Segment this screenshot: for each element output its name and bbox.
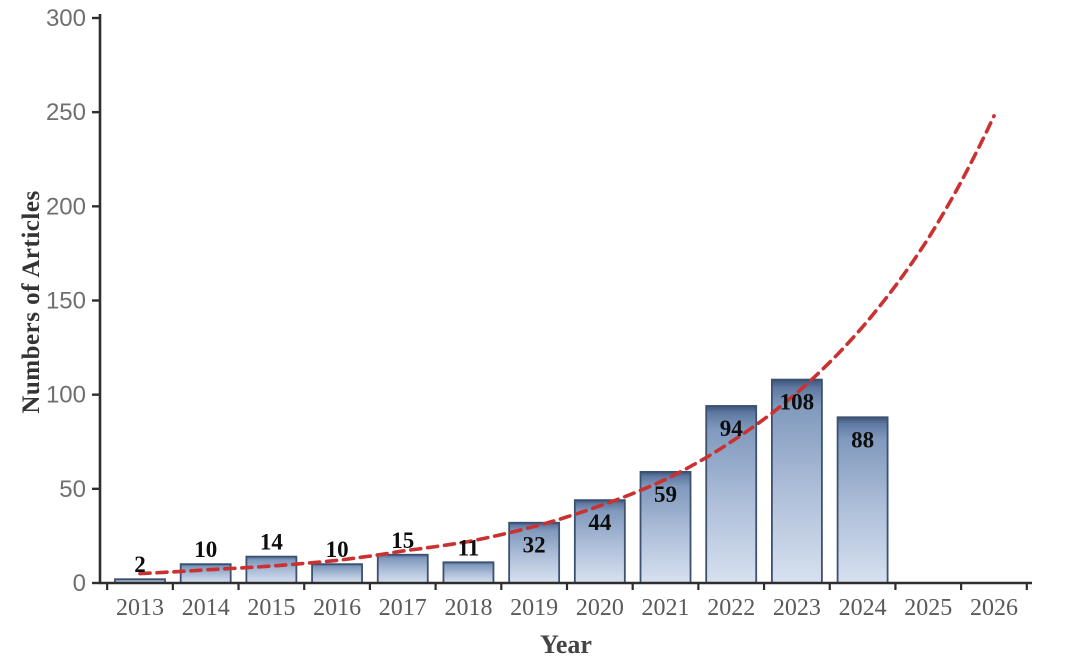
x-tick-label: 2019 <box>510 595 558 621</box>
x-tick-label: 2021 <box>642 595 690 621</box>
x-tick-label: 2024 <box>839 595 887 621</box>
y-tick-label: 100 <box>46 382 86 409</box>
x-tick-label: 2025 <box>904 595 952 621</box>
bar-2024 <box>836 416 889 584</box>
bar-2022 <box>705 405 758 584</box>
x-tick-label: 2014 <box>182 595 230 621</box>
bar-value-label: 94 <box>720 416 744 441</box>
bar-2023 <box>771 378 823 584</box>
x-tick-label: 2017 <box>379 595 427 621</box>
bar-2018 <box>442 561 495 584</box>
x-tick-label: 2026 <box>970 595 1018 621</box>
bar-value-label: 2 <box>134 552 146 577</box>
bar-value-label: 32 <box>523 533 546 558</box>
x-tick-label: 2022 <box>707 595 755 621</box>
bar-value-label: 59 <box>654 482 677 507</box>
bar-value-label: 10 <box>326 537 349 562</box>
bar-value-label: 88 <box>851 427 874 452</box>
y-tick-label: 0 <box>73 570 86 597</box>
bar-value-label: 15 <box>391 528 414 553</box>
y-axis-title: Numbers of Articles <box>18 190 45 414</box>
x-axis-title: Year <box>540 630 592 659</box>
x-tick-label: 2018 <box>444 595 492 621</box>
x-tick-label: 2020 <box>576 595 624 621</box>
y-tick-label: 200 <box>46 193 86 220</box>
y-tick-label: 250 <box>46 99 86 126</box>
bar-2014 <box>179 563 232 584</box>
x-tick-label: 2013 <box>116 595 164 621</box>
y-tick-label: 150 <box>46 288 86 315</box>
y-tick-label: 50 <box>59 476 86 503</box>
bar-2019 <box>508 521 561 584</box>
x-tick-label: 2023 <box>773 595 821 621</box>
bar-2021 <box>639 470 692 584</box>
trend-line <box>138 114 996 576</box>
x-tick-label: 2015 <box>247 595 295 621</box>
bar-2016 <box>311 563 363 584</box>
x-tick-label: 2016 <box>313 595 361 621</box>
bar-value-label: 44 <box>588 510 612 535</box>
y-tick-label: 300 <box>46 5 86 32</box>
bar-value-label: 108 <box>780 390 815 415</box>
bar-value-label: 10 <box>194 537 217 562</box>
bar-value-label: 14 <box>260 530 284 555</box>
bar-value-label: 11 <box>458 535 480 560</box>
bar-2017 <box>376 553 429 584</box>
bar-2015 <box>245 555 298 584</box>
